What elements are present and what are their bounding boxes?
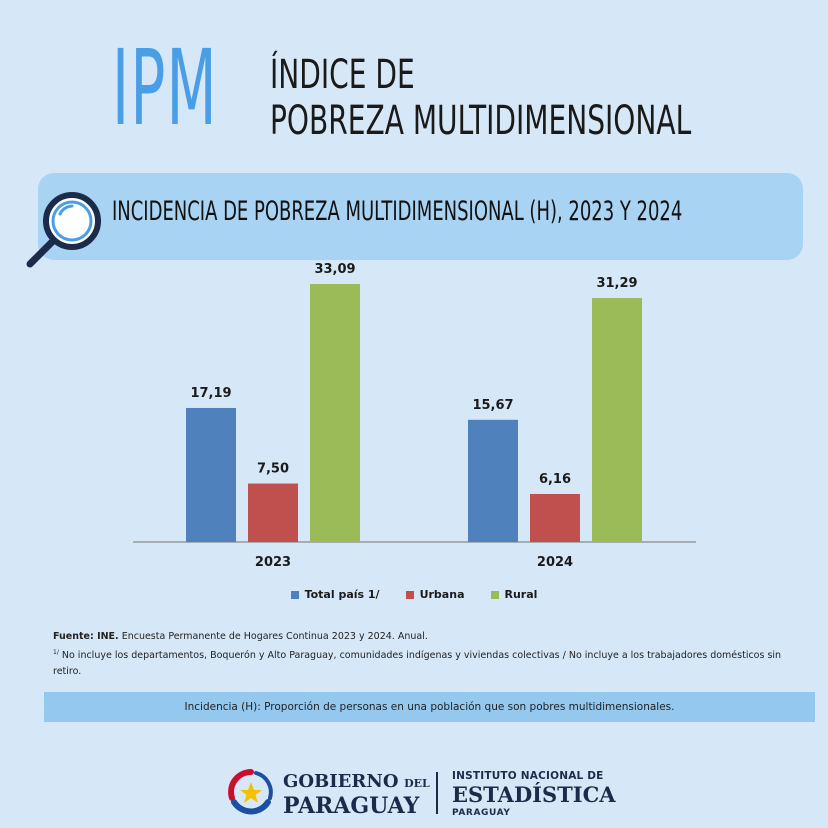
x-tick-label-2023: 2023 <box>255 555 291 570</box>
x-tick-label-2024: 2024 <box>537 555 573 570</box>
data-label-rural-2023: 33,09 <box>314 262 355 277</box>
title-line-1: ÍNDICE DE <box>270 52 415 98</box>
footnote: 1/ No incluye los departamentos, Boqueró… <box>53 649 782 678</box>
legend-item-urbana: Urbana <box>405 588 465 601</box>
page-title: ÍNDICE DE POBREZA MULTIDIMENSIONAL <box>270 52 691 144</box>
bar-urbana-2024 <box>530 493 580 542</box>
ipm-heading: IPM <box>112 27 218 149</box>
bar-total-2023 <box>186 407 236 542</box>
title-line-2: POBREZA MULTIDIMENSIONAL <box>270 98 692 144</box>
chart-legend: Total país 1/Urbana Rural <box>0 588 828 601</box>
definition-box: Incidencia (H): Proporción de personas e… <box>44 692 815 722</box>
legend-swatch <box>290 590 299 599</box>
bar-rural-2024 <box>592 298 642 542</box>
data-label-rural-2024: 31,29 <box>596 276 637 291</box>
footer-divider <box>436 772 438 814</box>
source-note: Fuente: INE. Encuesta Permanente de Hoga… <box>53 631 428 642</box>
gobierno-wordmark: GOBIERNO DEL PARAGUAY <box>283 771 430 819</box>
legend-item-rural: Rural <box>490 588 538 601</box>
legend-item-total: Total país 1/ <box>290 588 380 601</box>
data-label-total-2024: 15,67 <box>472 398 513 413</box>
legend-label: Urbana <box>419 588 465 601</box>
chart-title: INCIDENCIA DE POBREZA MULTIDIMENSIONAL (… <box>112 196 683 227</box>
legend-label: Rural <box>504 588 538 601</box>
notes: Fuente: INE. Encuesta Permanente de Hoga… <box>53 629 808 680</box>
bar-chart: 17,19 7,50 33,09 2023 15,67 6,16 31,29 2024 <box>133 262 696 570</box>
data-label-total-2023: 17,19 <box>190 386 231 401</box>
magnifier-icon <box>26 192 101 268</box>
bar-rural-2023 <box>310 284 360 542</box>
legend-label: Total país 1/ <box>304 588 380 601</box>
data-label-urbana-2023: 7,50 <box>257 462 289 477</box>
bar-total-2024 <box>468 419 518 542</box>
gobierno-star-logo <box>228 769 273 815</box>
legend-swatch <box>405 590 414 599</box>
legend-swatch <box>490 590 499 599</box>
data-label-urbana-2024: 6,16 <box>539 472 571 487</box>
ine-wordmark: INSTITUTO NACIONAL DE ESTADÍSTICA PARAGU… <box>452 770 616 818</box>
chart-title-banner <box>38 173 803 260</box>
bar-urbana-2023 <box>248 483 298 542</box>
definition-text: Incidencia (H): Proporción de personas e… <box>184 701 675 713</box>
